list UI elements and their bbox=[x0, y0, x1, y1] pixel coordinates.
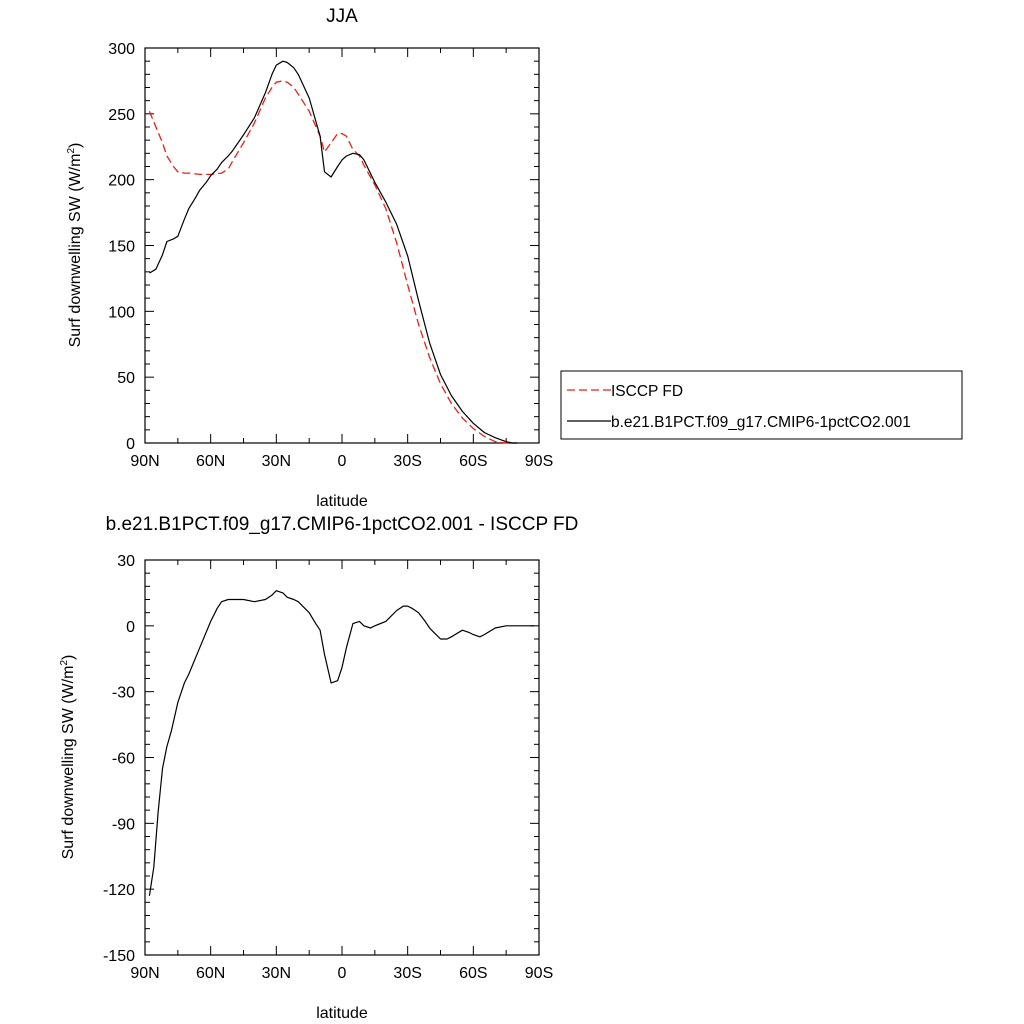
y-tick-label: 30 bbox=[117, 553, 135, 570]
y-tick-label: -60 bbox=[112, 751, 135, 768]
y-tick-label: -30 bbox=[112, 685, 135, 702]
y-tick-label: 50 bbox=[117, 370, 135, 387]
x-tick-label: 90N bbox=[130, 965, 159, 982]
top-y-axis-label-main: Surf downwelling SW (W/m bbox=[67, 154, 84, 348]
x-tick-label: 90S bbox=[525, 965, 553, 982]
legend-label-model: b.e21.B1PCT.f09_g17.CMIP6-1pctCO2.001 bbox=[611, 414, 911, 431]
y-tick-label: -120 bbox=[103, 882, 135, 899]
bottom-y-ticks: -150 -120 -90 -60 -30 0 30 bbox=[103, 553, 539, 965]
bottom-x-ticks: 90N 60N 30N 0 30S 60S 90S bbox=[130, 560, 553, 982]
x-tick-label: 90S bbox=[525, 453, 553, 470]
bottom-plot-frame bbox=[144, 559, 540, 956]
y-tick-label: -150 bbox=[103, 948, 135, 965]
x-tick-label: 30S bbox=[393, 453, 421, 470]
y-tick-label: 0 bbox=[126, 436, 135, 453]
series-line-model bbox=[148, 590, 535, 896]
y-tick-label: 0 bbox=[126, 619, 135, 636]
y-tick-label: 200 bbox=[108, 173, 135, 190]
x-tick-label: 0 bbox=[338, 453, 347, 470]
bottom-x-axis-label: latitude bbox=[316, 1005, 368, 1022]
top-x-ticks: 90N 60N 30N 0 30S 60S 90S bbox=[130, 48, 553, 470]
top-plot: JJA 90N 60N 30N 0 30S 60S 90S 0 50 100 150 200 250 3… bbox=[66, 6, 553, 510]
y-tick-label: 250 bbox=[108, 107, 135, 124]
bottom-y-axis-label-close: ) bbox=[60, 655, 77, 660]
legend: ISCCP FD b.e21.B1PCT.f09_g17.CMIP6-1pctC… bbox=[560, 370, 963, 440]
top-plot-frame bbox=[144, 47, 540, 444]
x-tick-label: 0 bbox=[338, 965, 347, 982]
bottom-y-axis-label-sup: 2 bbox=[59, 660, 70, 666]
legend-box bbox=[560, 370, 963, 440]
bottom-y-axis-label-main: Surf downwelling SW (W/m bbox=[60, 666, 77, 860]
x-tick-label: 30S bbox=[393, 965, 421, 982]
x-tick-label: 30N bbox=[262, 453, 291, 470]
top-y-ticks: 0 50 100 150 200 250 300 bbox=[108, 41, 539, 453]
x-tick-label: 60S bbox=[459, 965, 487, 982]
bottom-series-lines bbox=[148, 590, 535, 896]
series-line-isccp-fd bbox=[148, 80, 518, 444]
bottom-plot-title: b.e21.B1PCT.f09_g17.CMIP6-1pctCO2.001 - … bbox=[106, 514, 579, 535]
x-tick-label: 90N bbox=[130, 453, 159, 470]
y-tick-label: 300 bbox=[108, 41, 135, 58]
top-plot-title: JJA bbox=[326, 6, 358, 27]
y-tick-label: 100 bbox=[108, 304, 135, 321]
bottom-plot: b.e21.B1PCT.f09_g17.CMIP6-1pctCO2.001 - … bbox=[59, 514, 578, 1022]
top-series-lines bbox=[148, 60, 518, 444]
series-line-model bbox=[149, 60, 518, 444]
y-tick-label: -90 bbox=[112, 816, 135, 833]
x-tick-label: 30N bbox=[262, 965, 291, 982]
top-y-axis-label: Surf downwelling SW (W/m2) bbox=[66, 143, 84, 348]
x-tick-label: 60N bbox=[196, 965, 225, 982]
x-tick-label: 60N bbox=[196, 453, 225, 470]
top-y-axis-label-sup: 2 bbox=[66, 148, 77, 154]
legend-label-isccp: ISCCP FD bbox=[611, 383, 683, 400]
top-x-axis-label: latitude bbox=[316, 493, 368, 510]
bottom-y-axis-label: Surf downwelling SW (W/m2) bbox=[59, 655, 77, 860]
x-tick-label: 60S bbox=[459, 453, 487, 470]
y-tick-label: 150 bbox=[108, 239, 135, 256]
top-y-axis-label-close: ) bbox=[67, 143, 84, 148]
